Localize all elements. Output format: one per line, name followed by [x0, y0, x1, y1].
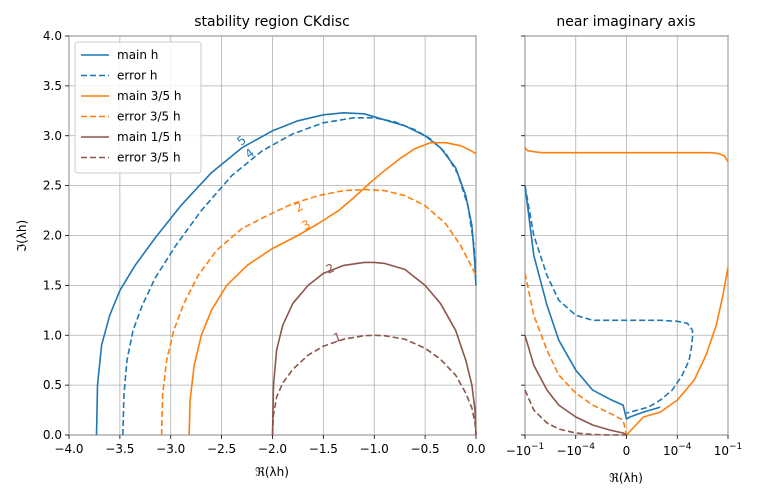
right-grid [524, 35, 729, 436]
left-xtick-label: −1.0 [360, 442, 389, 456]
left-ylabel: ℑ(λh) [15, 220, 29, 252]
legend-entry: main h [117, 48, 158, 62]
legend-entry: main 3/5 h [117, 89, 182, 103]
left-xtick-label: −2.5 [207, 442, 236, 456]
series-line-error-3-5-h [160, 188, 477, 436]
left-xtick-label: −3.5 [105, 442, 134, 456]
left-xtick-label: −2.0 [258, 442, 287, 456]
right-xtick-label: 10−4 [663, 442, 692, 458]
series-line-main-3-5-h [188, 141, 477, 436]
right-xtick-label: −10−4 [556, 442, 595, 458]
left-ytick-label: 0.0 [43, 428, 62, 442]
left-y-ticks: 0.0 0.5 1.0 1.5 2.0 2.5 3.0 3.5 4.0 [43, 29, 69, 442]
left-ytick-label: 1.0 [43, 328, 62, 342]
right-xtick-label: 10−1 [714, 442, 743, 458]
left-ytick-label: 2.5 [43, 179, 62, 193]
right-series-line-2 [524, 185, 694, 414]
left-x-ticks: −4.0 −3.5 −3.0 −2.5 −2.0 −1.5 −1.0 −0.5 0.0 [54, 435, 486, 456]
legend-entry: error h [117, 69, 157, 83]
legend-box [74, 41, 202, 174]
contour-label: 3 [299, 217, 313, 233]
left-xtick-label: −3.0 [156, 442, 185, 456]
right-series-line-1 [524, 185, 661, 420]
contour-label: 1 [332, 330, 344, 346]
contour-label: 2 [292, 199, 306, 215]
right-series-line-0 [524, 147, 729, 163]
left-ytick-label: 0.5 [43, 378, 62, 392]
left-xtick-label: −0.5 [411, 442, 440, 456]
left-xlabel: ℜ(λh) [255, 465, 289, 479]
right-series-line-6 [524, 389, 627, 436]
right-y-ticks [521, 35, 525, 436]
left-ytick-label: 3.5 [43, 79, 62, 93]
series-line-main-1-5-h [271, 261, 477, 436]
right-xlabel: ℜ(λh) [609, 471, 643, 485]
right-series-line-5 [524, 335, 627, 436]
left-ytick-label: 2.0 [43, 229, 62, 243]
left-ytick-label: 3.0 [43, 129, 62, 143]
right-title: near imaginary axis [556, 14, 695, 30]
right-series [524, 147, 729, 436]
right-x-ticks: −10−1 −10−4 0 10−4 10−1 [506, 435, 743, 458]
contour-label: 4 [242, 146, 257, 162]
left-ytick-label: 4.0 [43, 29, 62, 43]
legend-entry: error 3/5 h [117, 151, 181, 165]
legend-entry: main 1/5 h [117, 130, 182, 144]
left-series [95, 112, 477, 436]
left-xtick-label: −1.5 [309, 442, 338, 456]
left-xtick-label: 0.0 [466, 442, 485, 456]
left-title: stability region CKdisc [194, 14, 350, 30]
plot-right: −10−1 −10−4 0 10−4 10−1 near imaginary axis … [506, 14, 743, 485]
right-xtick-label: −10−1 [506, 442, 545, 458]
series-line-error-h [122, 117, 477, 436]
right-series-line-4 [524, 273, 628, 436]
legend: main h error h main 3/5 h error 3/5 h main 1… [74, 41, 202, 174]
legend-entry: error 3/5 h [117, 110, 181, 124]
left-ytick-label: 1.5 [43, 278, 62, 292]
right-series-line-3 [625, 267, 729, 436]
right-xtick-label: 0 [623, 444, 631, 458]
left-xtick-label: −4.0 [54, 442, 83, 456]
